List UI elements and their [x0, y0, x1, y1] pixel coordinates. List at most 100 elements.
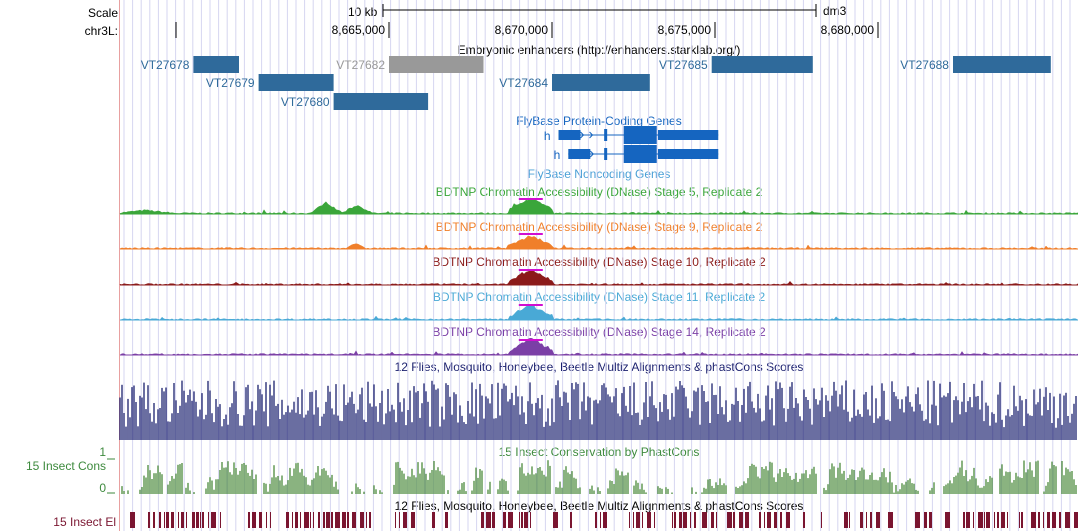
conserved-element — [595, 512, 597, 528]
gene-exon — [568, 149, 591, 159]
conserved-element — [192, 512, 195, 528]
dnase-stage5-title[interactable]: BDTNP Chromatin Accessibility (DNase) St… — [435, 185, 763, 199]
conserved-element — [1065, 512, 1070, 528]
conserved-element — [1047, 512, 1050, 528]
conserved-element — [683, 512, 687, 528]
conserved-element — [1031, 512, 1036, 528]
conserved-element — [786, 512, 790, 528]
noncoding-track-title[interactable]: FlyBase Noncoding Genes — [527, 167, 671, 181]
conserved-element — [767, 512, 771, 528]
dnase-signal — [119, 269, 1078, 286]
conserved-element — [486, 512, 491, 528]
gene-exon — [558, 130, 581, 140]
conserved-element — [994, 512, 995, 528]
enhancer-label: VT27678 — [141, 58, 190, 72]
conserved-element — [633, 512, 634, 528]
conserved-element — [733, 512, 735, 528]
scale-size-label: 10 kb — [348, 5, 378, 19]
scale-label: Scale — [87, 6, 118, 20]
dnase-peak-marker — [518, 339, 543, 341]
conserved-element — [395, 512, 396, 528]
conserved-element — [259, 512, 262, 528]
conserved-element — [492, 512, 495, 528]
conserved-element — [130, 512, 135, 528]
gene-exon — [657, 130, 719, 140]
conserved-element — [629, 512, 630, 528]
conserved-element — [764, 512, 765, 528]
conserved-element — [270, 512, 271, 528]
dnase-stage10-title[interactable]: BDTNP Chromatin Accessibility (DNase) St… — [432, 255, 766, 269]
conserved-element — [915, 512, 920, 528]
conserved-element — [481, 512, 484, 528]
conserved-element — [403, 512, 407, 528]
conserved-element — [159, 512, 161, 528]
conserved-element — [148, 512, 150, 528]
conserved-element — [642, 512, 643, 528]
phastcons-ymax-label: 1 — [99, 445, 106, 459]
elements-track-title[interactable]: 12 Flies, Mosquito, Honeybee, Beetle Mul… — [394, 499, 804, 513]
conserved-element — [166, 512, 169, 528]
conserved-element — [335, 512, 340, 528]
phastcons-side-label[interactable]: 15 Insect Cons — [25, 459, 106, 473]
conserved-element — [252, 512, 256, 528]
conserved-element — [702, 512, 707, 528]
elements-side-label[interactable]: 15 Insect El — [53, 515, 116, 529]
conserved-element — [803, 512, 805, 528]
conserved-element — [716, 512, 717, 528]
gene-exon — [657, 149, 719, 159]
conserved-element — [503, 512, 506, 528]
conserved-element — [196, 512, 199, 528]
dnase-stage11-title[interactable]: BDTNP Chromatin Accessibility (DNase) St… — [432, 290, 766, 304]
conserved-element — [326, 512, 330, 528]
conserved-element — [432, 512, 435, 528]
conserved-element — [300, 512, 301, 528]
conserved-element — [399, 512, 400, 528]
conserved-element — [1019, 512, 1020, 528]
dnase-signal — [119, 235, 1078, 250]
conserved-element — [711, 512, 714, 528]
conserved-element — [211, 512, 216, 528]
conserved-element — [1074, 512, 1078, 528]
multiz-track-title[interactable]: 12 Flies, Mosquito, Honeybee, Beetle Mul… — [394, 360, 804, 374]
enhancer-feature — [333, 93, 429, 110]
conserved-element — [600, 512, 601, 528]
enhancer-feature — [552, 74, 650, 91]
gene-strand-arrow — [580, 131, 585, 139]
conserved-element — [352, 512, 356, 528]
ruler-tick-label: 8,670,000 — [495, 23, 549, 37]
conserved-element — [978, 512, 983, 528]
conserved-element — [200, 512, 201, 528]
conserved-element — [860, 512, 863, 528]
conserved-element — [1043, 512, 1044, 528]
gene-label: h — [544, 129, 551, 143]
conserved-element — [208, 512, 209, 528]
gene-strand-arrow — [589, 131, 594, 139]
dnase-stage9-title[interactable]: BDTNP Chromatin Accessibility (DNase) St… — [435, 220, 763, 234]
dnase-peak-marker — [518, 269, 543, 271]
conserved-element — [524, 512, 528, 528]
conserved-element — [672, 512, 673, 528]
enhancer-feature — [258, 74, 334, 91]
conserved-element — [679, 512, 682, 528]
conserved-element — [774, 512, 777, 528]
conserved-element — [694, 512, 696, 528]
conserved-element — [876, 512, 880, 528]
conserved-element — [603, 512, 607, 528]
conserved-element — [369, 512, 371, 528]
conserved-element — [445, 512, 448, 528]
ruler-tick-label: 8,665,000 — [332, 23, 386, 37]
enhancer-label: VT27679 — [206, 76, 255, 90]
dnase-peak-marker — [518, 233, 543, 235]
conserved-element — [929, 512, 932, 528]
gene-strand-arrow — [589, 150, 595, 158]
conserved-element — [202, 512, 204, 528]
phastcons-track-title[interactable]: 15 Insect Conservation by PhastCons — [498, 445, 700, 459]
conserved-element — [570, 512, 572, 528]
dnase-stage14-title[interactable]: BDTNP Chromatin Accessibility (DNase) St… — [432, 325, 766, 339]
conserved-element — [164, 512, 165, 528]
conserved-element — [310, 512, 311, 528]
dnase-signal — [119, 197, 1078, 215]
conserved-element — [647, 512, 651, 528]
